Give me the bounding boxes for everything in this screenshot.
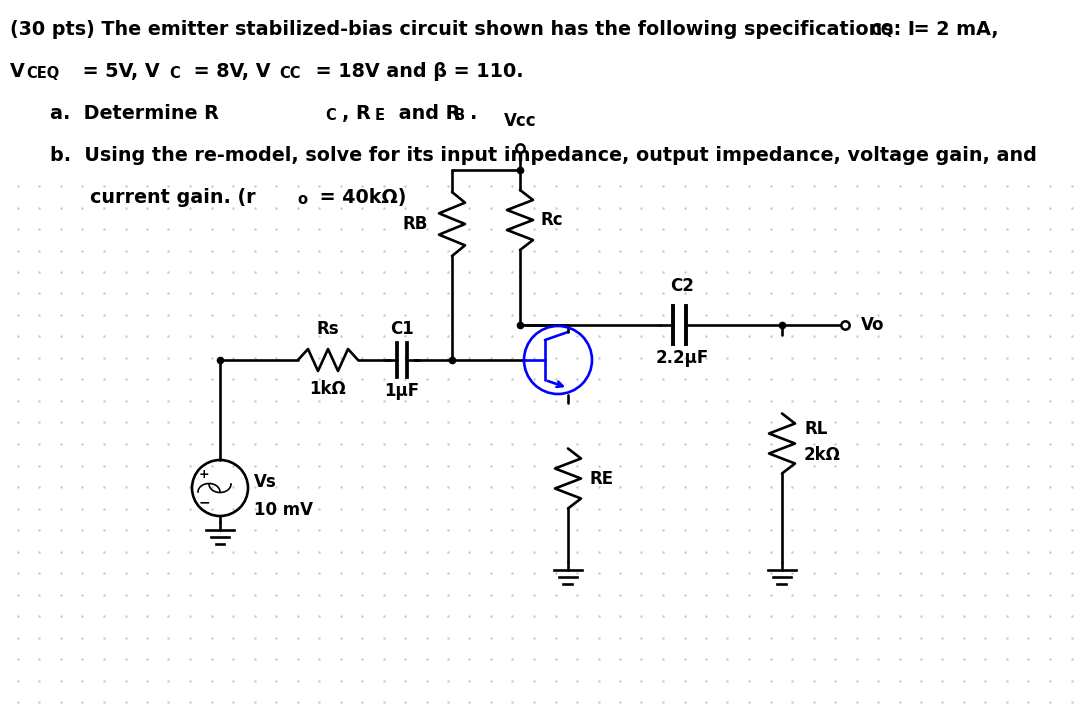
Text: Rs: Rs [317, 320, 340, 338]
Text: Vo: Vo [861, 316, 884, 334]
Text: C1: C1 [390, 320, 414, 338]
Text: Vs: Vs [254, 473, 277, 491]
Text: CEQ: CEQ [26, 66, 59, 81]
Text: and R: and R [392, 104, 461, 123]
Text: CQ: CQ [870, 23, 893, 38]
Text: CC: CC [279, 66, 301, 81]
Text: 2.2μF: 2.2μF [656, 349, 709, 367]
Text: RE: RE [590, 469, 614, 487]
Text: C2: C2 [670, 277, 694, 295]
Text: C: C [325, 108, 335, 123]
Text: .: . [470, 104, 477, 123]
Text: RL: RL [804, 420, 828, 438]
Text: = 40kΩ): = 40kΩ) [313, 188, 406, 207]
Text: (30 pts) The emitter stabilized-bias circuit shown has the following specificati: (30 pts) The emitter stabilized-bias cir… [10, 20, 915, 39]
Text: B: B [454, 108, 465, 123]
Text: −: − [198, 495, 210, 509]
Text: , R: , R [342, 104, 370, 123]
Text: 1μF: 1μF [384, 382, 419, 400]
Text: +: + [198, 467, 209, 480]
Text: E: E [375, 108, 386, 123]
Text: = 8V, V: = 8V, V [187, 62, 270, 81]
Text: 1kΩ: 1kΩ [309, 380, 346, 398]
Text: 10 mV: 10 mV [254, 501, 313, 519]
Text: o: o [297, 192, 307, 207]
Text: 2kΩ: 2kΩ [804, 446, 841, 464]
Text: = 2 mA,: = 2 mA, [907, 20, 999, 39]
Text: RB: RB [403, 215, 428, 233]
Text: a.  Determine R: a. Determine R [50, 104, 219, 123]
Text: b.  Using the re-model, solve for its input impedance, output impedance, voltage: b. Using the re-model, solve for its inp… [50, 146, 1037, 165]
Text: V: V [10, 62, 25, 81]
Text: = 18V and β = 110.: = 18V and β = 110. [309, 62, 524, 81]
Text: Vcc: Vcc [504, 112, 536, 130]
Text: C: C [169, 66, 180, 81]
Text: = 5V, V: = 5V, V [76, 62, 160, 81]
Text: current gain. (r: current gain. (r [90, 188, 256, 207]
Text: Rc: Rc [540, 211, 563, 229]
